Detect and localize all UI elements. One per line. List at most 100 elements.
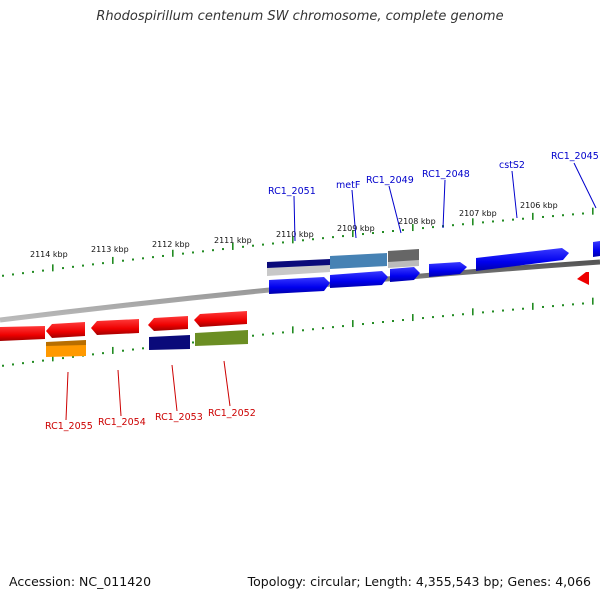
minor-tick (202, 250, 204, 253)
minor-tick (102, 352, 104, 355)
major-tick (232, 242, 234, 250)
gene-label[interactable]: RC1_2054 (98, 417, 146, 428)
minor-tick (62, 267, 64, 270)
gene-RC1-2055[interactable] (46, 322, 85, 338)
minor-tick (102, 262, 104, 265)
minor-tick (422, 317, 424, 320)
tick-label: 2107 kbp (459, 209, 497, 218)
minor-tick (402, 229, 404, 232)
minor-tick (282, 331, 284, 334)
major-tick (532, 302, 534, 310)
minor-tick (542, 215, 544, 218)
minor-tick (72, 265, 74, 268)
minor-tick (192, 251, 194, 254)
gene-feature-darkgray[interactable] (388, 249, 419, 264)
minor-tick (522, 217, 524, 220)
gene-RC1-2052[interactable] (194, 311, 247, 327)
minor-tick (152, 256, 154, 259)
forward-gene-labels: RC1_2051 metF RC1_2049 RC1_2048 cstS2 RC… (268, 151, 599, 197)
minor-tick (502, 309, 504, 312)
gene-label[interactable]: RC1_2053 (155, 412, 203, 423)
minor-tick (342, 325, 344, 328)
major-tick (112, 346, 114, 354)
gene-label[interactable]: RC1_2052 (208, 408, 256, 419)
accession-text: Accession: NC_011420 (9, 574, 152, 589)
gene-RC1-2048[interactable] (429, 262, 467, 277)
minor-tick (372, 232, 374, 235)
minor-tick (332, 236, 334, 239)
minor-tick (392, 230, 394, 233)
minor-tick (302, 329, 304, 332)
major-tick (172, 249, 174, 257)
gene-feature-navy-lower[interactable] (149, 335, 190, 350)
minor-tick (382, 231, 384, 234)
minor-tick (552, 305, 554, 308)
minor-tick (132, 348, 134, 351)
minor-tick (272, 332, 274, 335)
gene-small-red[interactable] (577, 272, 589, 285)
minor-tick (162, 254, 164, 257)
gene-RC1-2051[interactable] (269, 277, 330, 294)
minor-tick (62, 357, 64, 360)
major-tick (472, 218, 474, 226)
minor-tick (362, 323, 364, 326)
map-title: Rhodospirillum centenum SW chromosome, c… (96, 9, 504, 24)
minor-tick (542, 305, 544, 308)
gene-label[interactable]: RC1_2049 (366, 175, 414, 186)
gene-feature-orange-stripe[interactable] (46, 340, 86, 346)
gene-feature-olive[interactable] (195, 330, 248, 346)
gene-metF[interactable] (330, 271, 388, 288)
minor-tick (2, 364, 4, 367)
tick-label: 2112 kbp (152, 240, 190, 249)
gene-label[interactable]: RC1_2055 (45, 421, 93, 432)
minor-tick (42, 359, 44, 362)
minor-tick (12, 363, 14, 366)
gene-label[interactable]: RC1_2045 (551, 151, 599, 162)
minor-tick (422, 227, 424, 230)
tick-label: 2111 kbp (214, 236, 252, 245)
gene-RC1-2053[interactable] (148, 316, 188, 331)
gene-label[interactable]: cstS2 (499, 160, 525, 171)
tick-label: 2109 kbp (337, 224, 375, 233)
minor-tick (262, 333, 264, 336)
gene-RC1-2054[interactable] (91, 319, 139, 335)
minor-tick (462, 313, 464, 316)
major-tick (532, 212, 534, 220)
reverse-gene-labels: RC1_2055 RC1_2054 RC1_2053 RC1_2052 (45, 408, 256, 432)
minor-tick (132, 258, 134, 261)
minor-tick (402, 319, 404, 322)
gene-RC1-2045[interactable] (593, 241, 600, 257)
minor-tick (22, 272, 24, 275)
minor-tick (462, 223, 464, 226)
minor-tick (452, 224, 454, 227)
gene-feature-lightgray[interactable] (388, 260, 419, 268)
major-tick (112, 256, 114, 264)
minor-tick (192, 341, 194, 344)
gene-label[interactable]: RC1_2051 (268, 186, 316, 197)
minor-tick (372, 322, 374, 325)
minor-tick (342, 235, 344, 238)
minor-tick (492, 310, 494, 313)
major-tick (352, 230, 354, 238)
gene-cstS2[interactable] (476, 248, 569, 271)
minor-tick (302, 239, 304, 242)
gene-label[interactable]: metF (336, 180, 360, 191)
gene-RC1-2049[interactable] (390, 267, 420, 282)
minor-tick (582, 212, 584, 215)
gene-left-edge[interactable] (0, 326, 45, 341)
major-tick (52, 264, 54, 272)
minor-tick (492, 220, 494, 223)
minor-tick (12, 273, 14, 276)
minor-tick (312, 238, 314, 241)
gene-label[interactable]: RC1_2048 (422, 169, 470, 180)
minor-tick (562, 304, 564, 307)
gene-feature-gray[interactable] (267, 265, 330, 276)
minor-tick (212, 249, 214, 252)
minor-tick (482, 311, 484, 314)
minor-tick (382, 321, 384, 324)
minor-tick (512, 308, 514, 311)
gene-feature-steelblue[interactable] (330, 253, 387, 269)
minor-tick (482, 221, 484, 224)
major-tick (592, 207, 594, 215)
